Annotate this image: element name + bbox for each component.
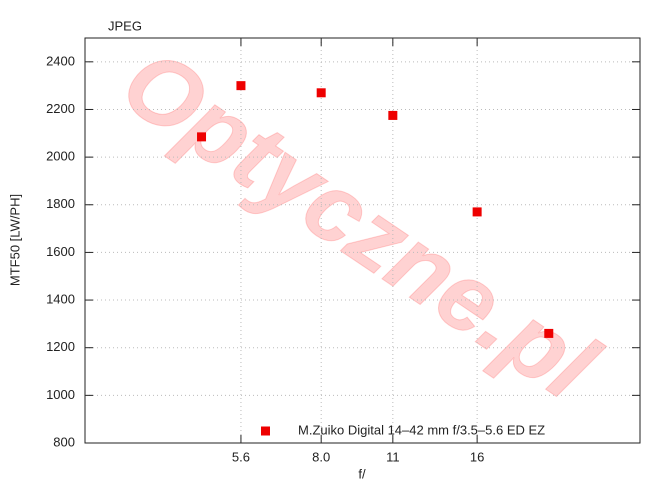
data-point (472, 207, 482, 217)
watermark: Optyczne.pl (104, 28, 617, 422)
y-tick-label: 1000 (46, 387, 75, 402)
chart-title: JPEG (108, 18, 142, 33)
x-tick-label: 11 (386, 449, 400, 464)
y-tick-label: 1600 (46, 244, 75, 259)
y-tick-label: 2000 (46, 149, 75, 164)
y-tick-label: 2200 (46, 101, 75, 116)
data-point (236, 81, 246, 91)
y-tick-label: 2400 (46, 53, 75, 68)
x-tick-label: 16 (470, 449, 484, 464)
data-point (388, 110, 398, 120)
legend-marker (261, 426, 270, 436)
data-point (544, 328, 554, 338)
data-point (316, 88, 326, 98)
y-tick-label: 1200 (46, 339, 75, 354)
y-tick-label: 800 (53, 434, 75, 449)
x-tick-label: 8.0 (312, 449, 330, 464)
x-axis-label: f/ (358, 466, 366, 481)
y-axis-label: MTF50 [LW/PH] (7, 194, 22, 286)
x-tick-label: 5.6 (232, 449, 250, 464)
plot-frame (84, 37, 641, 444)
y-tick-label: 1400 (46, 291, 75, 306)
data-point (197, 132, 207, 142)
legend-label: M.Zuiko Digital 14–42 mm f/3.5–5.6 ED EZ (298, 422, 545, 437)
y-tick-label: 1800 (46, 196, 75, 211)
